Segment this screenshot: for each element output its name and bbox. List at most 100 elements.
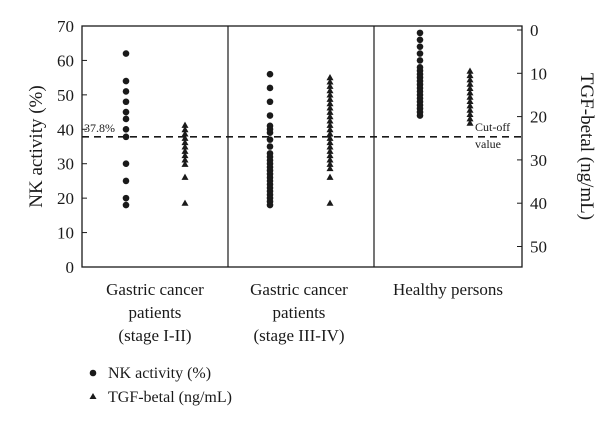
nk-activity-point bbox=[122, 115, 130, 123]
tgf-beta1-point bbox=[326, 87, 334, 94]
tgf-beta1-point bbox=[466, 80, 474, 87]
right-tick-label: 30 bbox=[530, 151, 547, 170]
nk-activity-point bbox=[122, 98, 130, 106]
tgf-beta1-point bbox=[326, 74, 334, 81]
tgf-beta1-point bbox=[181, 134, 189, 141]
legend-label: NK activity (%) bbox=[108, 365, 211, 382]
tgf-beta1-point bbox=[181, 151, 189, 159]
tgf-beta1-point bbox=[326, 91, 334, 98]
nk-activity-point bbox=[122, 77, 130, 85]
nk-activity-point bbox=[122, 133, 130, 141]
legend-circle-icon bbox=[89, 369, 97, 377]
nk-activity-point bbox=[266, 112, 274, 119]
tgf-beta1-point bbox=[181, 130, 189, 137]
tgf-beta1-point bbox=[466, 84, 474, 92]
left-tick-label: 40 bbox=[57, 120, 74, 139]
nk-activity-point bbox=[416, 43, 424, 50]
nk-activity-point bbox=[122, 88, 130, 95]
tgf-beta1-point bbox=[326, 173, 334, 180]
tgf-beta1-point bbox=[326, 100, 334, 107]
tgf-beta1-point bbox=[181, 138, 189, 146]
tgf-beta1-point bbox=[466, 71, 474, 79]
tgf-beta1-point bbox=[181, 160, 189, 167]
nk-activity-point bbox=[416, 29, 424, 37]
tgf-beta1-point bbox=[326, 164, 334, 172]
tgf-beta1-point bbox=[181, 147, 189, 154]
tgf-beta1-point bbox=[326, 138, 334, 146]
tgf-beta1-point bbox=[466, 110, 474, 118]
left-tick-label: 20 bbox=[57, 189, 74, 208]
nk-activity-point bbox=[416, 112, 424, 119]
tgf-beta1-point bbox=[326, 117, 334, 124]
nk-activity-point bbox=[122, 125, 130, 133]
tgf-beta1-point bbox=[181, 199, 189, 206]
tgf-beta1-point bbox=[326, 130, 334, 137]
nk-activity-point bbox=[266, 136, 274, 143]
tgf-beta1-point bbox=[326, 104, 334, 111]
nk-activity-point bbox=[122, 201, 130, 209]
tgf-beta1-point bbox=[326, 82, 334, 89]
cutoff-value-label: 37.8% bbox=[84, 121, 115, 135]
tgf-beta1-point bbox=[466, 102, 474, 109]
tgf-beta1-point bbox=[326, 121, 334, 128]
plot-frame bbox=[81, 25, 523, 268]
left-tick-label: 50 bbox=[57, 86, 74, 105]
nk-activity-point bbox=[266, 98, 274, 106]
tgf-beta1-point bbox=[326, 156, 334, 163]
right-tick-label: 0 bbox=[530, 21, 539, 40]
tgf-beta1-point bbox=[466, 76, 474, 83]
tgf-beta1-point bbox=[181, 156, 189, 163]
tgf-beta1-point bbox=[326, 134, 334, 141]
right-tick-label: 20 bbox=[530, 108, 547, 127]
tgf-beta1-point bbox=[326, 151, 334, 159]
tgf-beta1-point bbox=[181, 121, 189, 128]
cutoff-note: Cut-off bbox=[475, 120, 510, 134]
tgf-beta1-point bbox=[466, 119, 474, 126]
category-label: Gastric cancer bbox=[250, 280, 348, 299]
tgf-beta1-point bbox=[466, 89, 474, 96]
category-label: patients bbox=[273, 303, 326, 322]
tgf-beta1-point bbox=[466, 97, 474, 105]
nk-activity-point bbox=[122, 194, 130, 202]
tgf-beta1-point bbox=[326, 125, 334, 133]
right-tick-label: 10 bbox=[530, 64, 547, 83]
nk-activity-point bbox=[122, 50, 130, 57]
tgf-beta1-point bbox=[466, 93, 474, 100]
nk-activity-point bbox=[416, 50, 424, 57]
tgf-beta1-point bbox=[466, 67, 474, 74]
left-axis-title: NK activity (%) bbox=[26, 85, 47, 207]
nk-activity-point bbox=[266, 129, 274, 137]
legend-label: TGF-betal (ng/mL) bbox=[108, 389, 232, 406]
tgf-beta1-point bbox=[326, 78, 334, 85]
tgf-beta1-point bbox=[181, 143, 189, 150]
left-tick-label: 10 bbox=[57, 224, 74, 243]
nk-activity-point bbox=[122, 108, 130, 116]
left-tick-label: 0 bbox=[66, 258, 75, 277]
legend-triangle-icon bbox=[89, 393, 97, 399]
category-label: Gastric cancer bbox=[106, 280, 204, 299]
category-label: patients bbox=[129, 303, 182, 322]
tgf-beta1-point bbox=[326, 143, 334, 150]
right-tick-label: 50 bbox=[530, 238, 547, 257]
tgf-beta1-point bbox=[326, 147, 334, 154]
category-label: (stage III-IV) bbox=[253, 326, 344, 345]
nk-activity-point bbox=[266, 143, 274, 150]
right-tick-label: 40 bbox=[530, 194, 547, 213]
nk-activity-point bbox=[266, 70, 274, 78]
nk-activity-point bbox=[416, 36, 424, 44]
nk-activity-point bbox=[122, 160, 130, 168]
left-tick-label: 70 bbox=[57, 17, 74, 36]
nk-activity-point bbox=[416, 57, 424, 64]
nk-activity-point bbox=[266, 84, 274, 92]
category-label: (stage I-II) bbox=[118, 326, 191, 345]
cutoff-note: value bbox=[475, 137, 501, 151]
left-tick-label: 30 bbox=[57, 155, 74, 174]
tgf-beta1-point bbox=[326, 95, 334, 102]
right-axis-title: TGF-betal (ng/mL) bbox=[576, 73, 597, 220]
nk-activity-point bbox=[266, 201, 274, 209]
tgf-beta1-point bbox=[326, 160, 334, 167]
tgf-beta1-point bbox=[326, 113, 334, 120]
nk-activity-point bbox=[122, 177, 130, 185]
tgf-beta1-point bbox=[181, 173, 189, 180]
